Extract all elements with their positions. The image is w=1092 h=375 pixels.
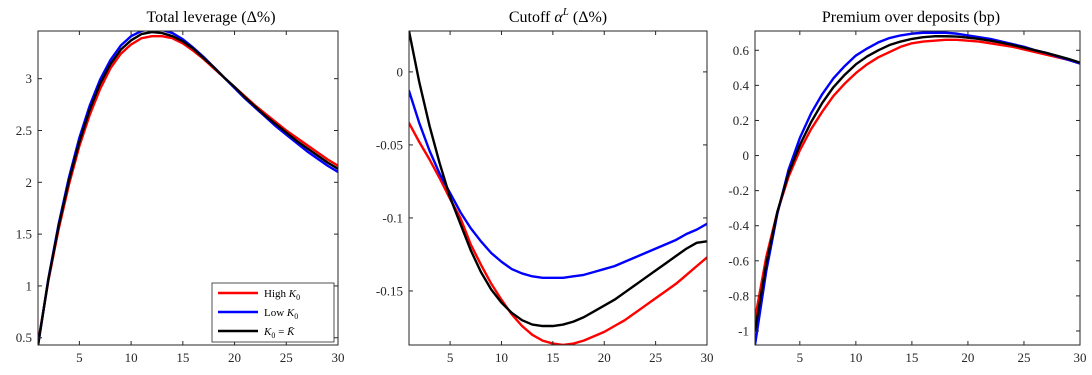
y-tick-label: -0.4 [728, 218, 749, 233]
y-tick-label: 0.6 [733, 43, 750, 58]
legend-label-high-k0: High K0 [264, 288, 300, 302]
x-tick-label: 5 [447, 350, 454, 365]
x-tick-label: 30 [332, 350, 345, 365]
series-high-k0-cutoff [409, 121, 707, 345]
y-tick-label: 0.2 [733, 113, 749, 128]
x-tick-label: 20 [598, 350, 611, 365]
series-k0-steady-total-leverage [38, 31, 338, 345]
axes-box [37, 30, 339, 346]
chart-title-cutoff: Cutoff αL (Δ%) [509, 6, 607, 26]
series-high-k0-premium [755, 38, 1080, 320]
legend: High K0 Low K0 K0 = K̄ [211, 282, 335, 343]
x-tick-label: 30 [1074, 350, 1087, 365]
y-tick-label: 1 [26, 278, 33, 293]
y-tick-label: -0.6 [728, 253, 749, 268]
legend-label-k0-steady: K0 = K̄ [263, 326, 295, 340]
x-tick-label: 10 [125, 350, 138, 365]
x-tick-label: 20 [961, 350, 974, 365]
x-tick-label: 5 [76, 350, 83, 365]
legend-label-low-k0: Low K0 [264, 307, 298, 321]
series-low-k0-cutoff [409, 89, 707, 280]
y-tick-label: -1 [738, 323, 749, 338]
y-tick-label: 0 [743, 148, 750, 163]
x-tick-label: 25 [649, 350, 662, 365]
y-tick-label: -0.8 [728, 288, 749, 303]
panel-cutoff-alpha: Cutoff αL (Δ%) 5 10 15 20 25 30 0 -0.05 -0.1 -0.1… [376, 6, 714, 365]
series-low-k0-total-leverage [38, 31, 338, 345]
x-tick-label: 25 [1017, 350, 1030, 365]
y-tick-label: 0 [397, 64, 404, 79]
x-tick-label: 15 [905, 350, 918, 365]
x-tick-label: 15 [176, 350, 189, 365]
y-tick-label: 0.4 [733, 78, 750, 93]
chart-title-total-leverage: Total leverage (Δ%) [146, 9, 275, 26]
y-tick-label: -0.2 [728, 183, 749, 198]
plot-area [755, 31, 1080, 345]
x-tick-label: 10 [495, 350, 508, 365]
y-tick-label: 0.5 [16, 330, 32, 345]
plot-area [409, 31, 707, 345]
y-tick-label: 2 [26, 175, 33, 190]
y-tick-label: -0.15 [376, 283, 403, 298]
x-tick-label: 10 [849, 350, 862, 365]
y-tick-label: 3 [26, 71, 33, 86]
y-tick-label: 2.5 [16, 123, 32, 138]
y-tick-label: 1.5 [16, 227, 32, 242]
series-k0-steady-premium [755, 35, 1080, 333]
series-k0-steady-cutoff [409, 31, 707, 328]
series-high-k0-total-leverage [38, 34, 338, 345]
x-tick-label: 25 [280, 350, 293, 365]
y-tick-label: -0.1 [382, 210, 403, 225]
panel-premium-over-deposits: Premium over deposits (bp) 5 10 15 20 25 30 0.… [728, 9, 1086, 365]
chart-title-premium: Premium over deposits (bp) [822, 9, 1000, 26]
x-tick-label: 30 [701, 350, 714, 365]
axes-box [408, 30, 708, 346]
axes-box [754, 30, 1081, 346]
x-tick-label: 15 [546, 350, 559, 365]
x-tick-label: 20 [228, 350, 241, 365]
y-tick-label: -0.05 [376, 137, 403, 152]
x-tick-label: 5 [797, 350, 804, 365]
